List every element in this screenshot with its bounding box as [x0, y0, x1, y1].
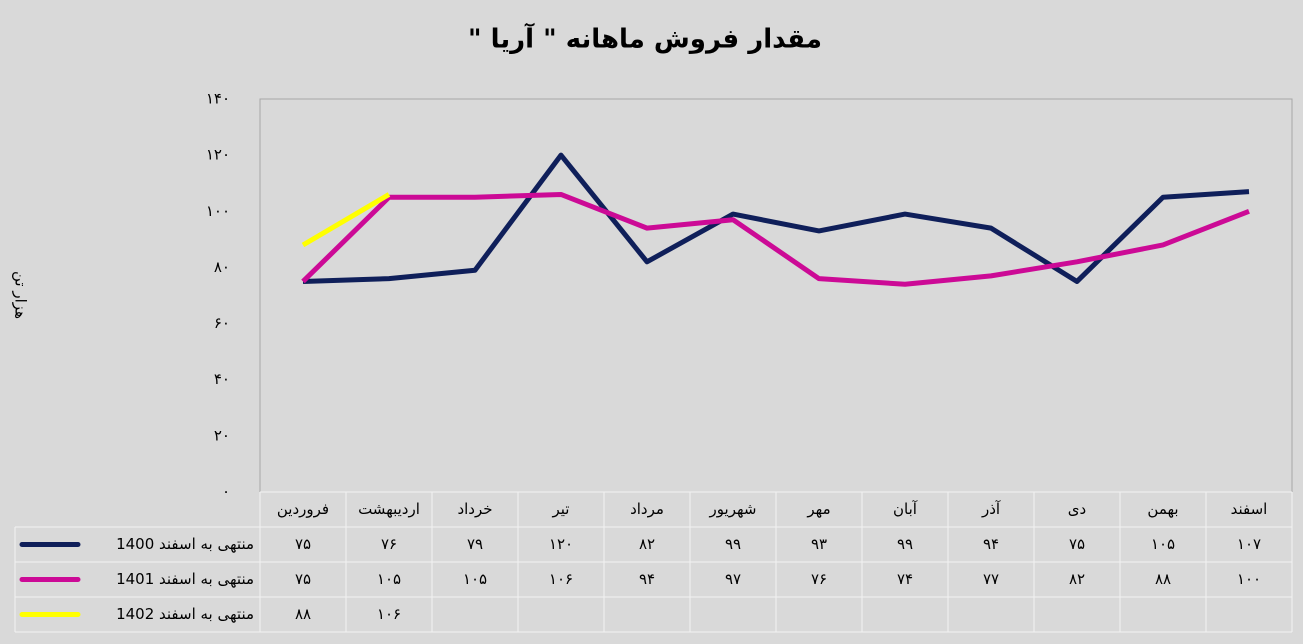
table-value: ۹۳ [811, 535, 827, 553]
table-value: ۹۴ [983, 535, 999, 553]
x-tick-label: شهریور [709, 500, 757, 518]
x-tick-label: دی [1068, 500, 1086, 518]
y-tick-label: ۴۰ [214, 370, 230, 388]
series-line [301, 191, 1250, 287]
x-tick-label: مرداد [630, 500, 664, 518]
x-tick-label: اسفند [1231, 500, 1268, 518]
table-value: ۱۲۰ [549, 535, 573, 553]
y-tick-label: ۲۰ [214, 426, 230, 444]
x-tick-label: بهمن [1147, 500, 1178, 518]
series-line [302, 152, 1250, 284]
y-tick-label: ۶۰ [214, 314, 230, 332]
table-value: ۷۵ [1069, 535, 1085, 553]
legend-label: منتهی به اسفند 1402 [116, 605, 254, 623]
table-value: ۱۰۶ [549, 570, 573, 588]
table-value: ۷۷ [983, 570, 999, 588]
x-tick-label: تیر [552, 500, 570, 518]
x-tick-label: فروردین [277, 500, 329, 518]
table-value: ۱۰۵ [463, 570, 487, 588]
table-value: ۹۹ [897, 535, 913, 553]
chart-title: مقدار فروش ماهانه " آریا " [468, 23, 822, 55]
table-value: ۹۷ [725, 570, 741, 588]
table-value: ۸۲ [639, 535, 655, 553]
x-tick-label: مهر [806, 500, 830, 518]
y-axis-label: هزار تن [12, 271, 30, 319]
y-tick-label: ۱۰۰ [206, 202, 230, 220]
table-value: ۱۰۶ [377, 605, 401, 623]
legend-label: منتهی به اسفند 1400 [116, 535, 254, 553]
table-value: ۱۰۵ [377, 570, 401, 588]
table-value: ۱۰۵ [1151, 535, 1175, 553]
x-tick-label: خرداد [457, 500, 492, 518]
table-value: ۹۹ [725, 535, 741, 553]
table-value: ۷۶ [381, 535, 397, 553]
table-value: ۹۴ [639, 570, 655, 588]
x-tick-label: آبان [893, 500, 918, 518]
table-value: ۷۵ [295, 570, 311, 588]
x-tick-label: آذر [981, 500, 1001, 518]
y-tick-label: ۰ [222, 483, 230, 501]
table-value: ۱۰۷ [1237, 535, 1261, 553]
y-tick-label: ۱۴۰ [206, 90, 230, 108]
y-tick-label: ۱۲۰ [206, 146, 230, 164]
table-value: ۸۸ [1155, 570, 1171, 588]
table-value: ۷۹ [467, 535, 483, 553]
plot-area [259, 98, 1293, 493]
x-tick-label: اردیبهشت [358, 500, 420, 518]
table-value: ۷۶ [811, 570, 827, 588]
table-value: ۸۸ [295, 605, 311, 623]
legend-label: منتهی به اسفند 1401 [116, 570, 254, 588]
series-line [301, 192, 391, 248]
y-tick-label: ۸۰ [214, 258, 230, 276]
table-value: ۱۰۰ [1237, 570, 1261, 588]
table-value: ۸۲ [1069, 570, 1085, 588]
table-value: ۷۵ [295, 535, 311, 553]
table-value: ۷۴ [897, 570, 913, 588]
